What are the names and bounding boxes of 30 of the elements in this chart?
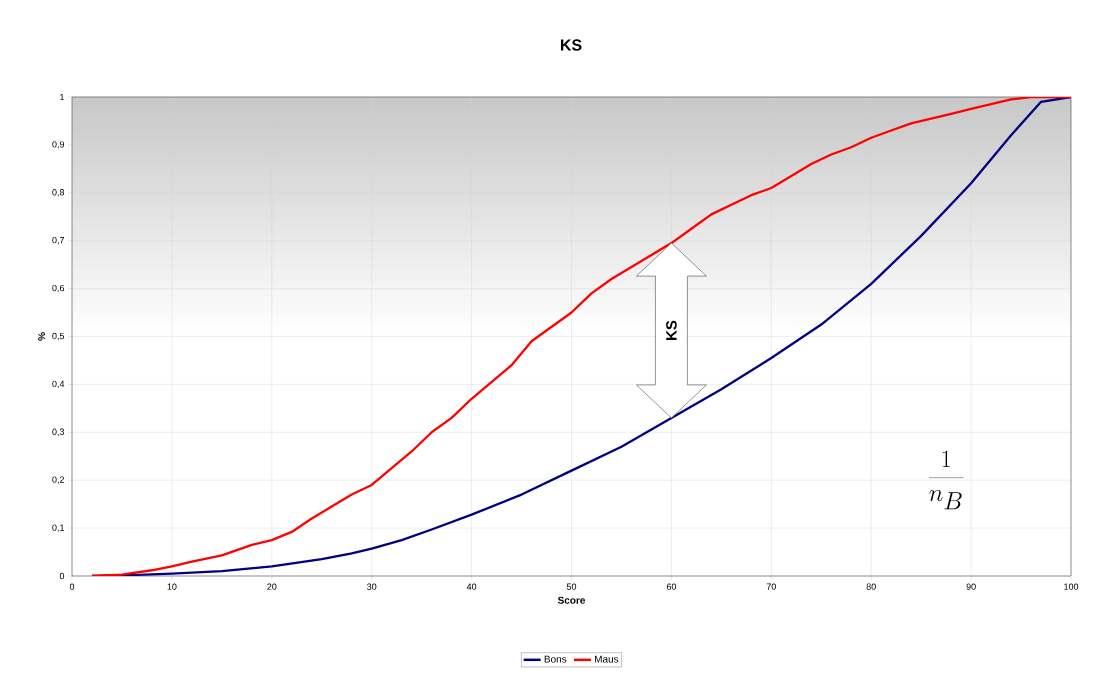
chart-title: KS <box>560 39 582 51</box>
x-tick-label: 90 <box>966 583 976 590</box>
x-tick-label: 100 <box>1064 583 1079 590</box>
legend-label: Maus <box>594 655 619 663</box>
y-tick-label: 0 <box>59 572 65 580</box>
y-tick-label: 0,1 <box>52 524 65 532</box>
y-tick-label: 0,7 <box>52 236 65 245</box>
x-tick-label: 40 <box>466 583 477 590</box>
x-tick-label: 50 <box>566 583 577 590</box>
annotation: $\frac{1}{n_B}$ <box>928 450 964 510</box>
y-tick-label: 0,3 <box>52 428 65 437</box>
y-tick-label: 0,6 <box>52 284 65 293</box>
x-tick-label: 30 <box>367 583 377 590</box>
legend-label: Bons <box>544 655 567 663</box>
y-tick-label: 0,4 <box>52 380 65 389</box>
y-axis-title: % <box>38 332 46 341</box>
x-tick-label: 80 <box>866 583 876 590</box>
annotation: KS <box>666 320 677 340</box>
x-axis-title: Score <box>557 596 586 604</box>
x-tick-label: 10 <box>167 583 177 590</box>
x-tick-label: 60 <box>666 583 677 590</box>
x-tick-label: 0 <box>69 583 75 590</box>
y-tick-label: 0,8 <box>52 189 65 197</box>
x-tick-label: 20 <box>267 583 277 590</box>
line-series <box>90 97 1072 576</box>
y-tick-label: 0,2 <box>52 476 65 484</box>
y-tick-label: 1 <box>60 93 65 101</box>
x-tick-label: 70 <box>766 583 776 590</box>
y-tick-label: 0,9 <box>52 141 65 149</box>
y-tick-label: 0,5 <box>52 332 65 341</box>
